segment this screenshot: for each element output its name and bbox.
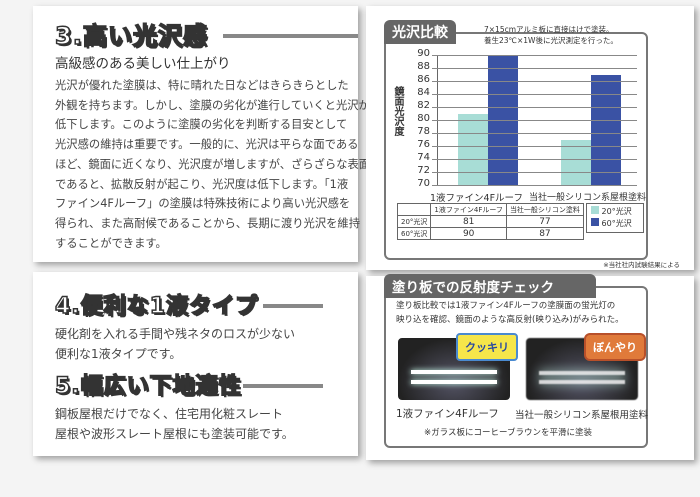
- body-line: ファイン4Fルーフ」の塗膜は特殊技術により高い光沢感を: [55, 197, 351, 211]
- y-tick-label: 82: [417, 100, 430, 111]
- y-tick-label: 78: [417, 126, 430, 137]
- body-line: 屋根や波形スレート屋根にも塗装可能です。: [55, 427, 294, 441]
- y-tick-label: 80: [417, 113, 430, 124]
- gloss-note-line: 養生23℃×1W後に光沢測定を行った。: [484, 36, 618, 45]
- gloss-note-line: 7×15cmアルミ板に直接はけで塗装。: [484, 25, 614, 34]
- section4-title: 4.便利な1液タイプ: [54, 293, 258, 320]
- reflect-desc-line: 映り込を確認、鏡面のような高反射(映り込み)がみられた。: [396, 315, 624, 325]
- section5-body: 鋼板屋根だけでなく、住宅用化粧スレート 屋根や波形スレート屋根にも塗装可能です。: [55, 404, 294, 444]
- y-tick-label: 74: [417, 152, 430, 163]
- gridline: [432, 55, 637, 56]
- body-line: 光沢感の維持は重要です。一般的に、光沢は平らな面である: [55, 138, 359, 152]
- gridline: [432, 68, 637, 69]
- body-line: であると、拡散反射が起こり、光沢度は低下します。「1液: [55, 177, 349, 191]
- section3-rule: [223, 34, 358, 38]
- reflect-desc: 塗り板比較では1液ファイン4Fルーフの塗膜面の蛍光灯の 映り込を確認、鏡面のよう…: [396, 299, 624, 327]
- section4-body: 硬化剤を入れる手間や残ネタのロスが少ない 便利な1液タイプです。: [55, 324, 295, 364]
- gloss-card: 光沢比較 7×15cmアルミ板に直接はけで塗装。 養生23℃×1W後に光沢測定を…: [366, 6, 694, 270]
- gridline: [432, 159, 637, 160]
- reflect-tab: 塗り板での反射度チェック: [384, 274, 596, 298]
- table-cell: 1液ファイン4Fルーフ: [430, 203, 507, 216]
- caption-fine4f: 1液ファイン4Fルーフ: [396, 408, 499, 420]
- gridline: [432, 107, 637, 108]
- table-cell: 87: [505, 227, 584, 240]
- section3-card: 3.高い光沢感 高級感のある美しい仕上がり 光沢が優れた塗膜は、特に晴れた日など…: [33, 6, 370, 262]
- reflect-note: ※ガラス板にコーヒーブラウンを平滑に塗装: [424, 428, 592, 438]
- gridline: [432, 185, 637, 186]
- section45-card: 4.便利な1液タイプ 硬化剤を入れる手間や残ネタのロスが少ない 便利な1液タイプで…: [33, 272, 358, 456]
- gridline: [432, 94, 637, 95]
- table-cell: 20°光沢: [396, 215, 432, 228]
- badge-blurry: ぼんやり: [584, 333, 646, 361]
- section3-subtitle: 高級感のある美しい仕上がり: [55, 56, 231, 72]
- table-cell: 77: [505, 215, 584, 228]
- table-cell: 81: [430, 215, 507, 228]
- gridline: [432, 120, 637, 121]
- reflect-card: 塗り板での反射度チェック 塗り板比較では1液ファイン4Fルーフの塗膜面の蛍光灯の…: [366, 274, 694, 460]
- section4-rule: [263, 304, 323, 308]
- category-label: 当社一般シリコン系屋根塗料: [528, 193, 646, 203]
- bar-60-1: [591, 74, 621, 185]
- y-tick-label: 84: [417, 87, 430, 98]
- y-tick-label: 76: [417, 139, 430, 150]
- table-cell: 当社一般シリコン塗料: [505, 203, 584, 216]
- y-tick-label: 88: [417, 61, 430, 72]
- bar-20-1: [561, 139, 591, 185]
- body-line: 便利な1液タイプです。: [55, 347, 182, 361]
- gridline: [432, 172, 637, 173]
- reflect-desc-line: 塗り板比較では1液ファイン4Fルーフの塗膜面の蛍光灯の: [396, 301, 616, 311]
- y-tick-label: 72: [417, 165, 430, 176]
- section5-rule: [243, 384, 323, 388]
- body-line: 鋼板屋根だけでなく、住宅用化粧スレート: [55, 407, 284, 421]
- body-line: 低下します。このように塗膜の劣化を判断する目安として: [55, 118, 348, 132]
- body-line: ほど、鏡面に近くなり、光沢度が増しますが、ざらざらな表面: [55, 157, 371, 171]
- legend: 20°光沢 60°光沢: [586, 203, 644, 233]
- body-line: 外観を持ちます。しかし、塗膜の劣化が進行していくと光沢が: [55, 98, 370, 112]
- table-row: 1液ファイン4Fルーフ 当社一般シリコン塗料: [396, 203, 584, 216]
- y-tick-label: 70: [417, 178, 430, 189]
- category-label: 1液ファイン4Fルーフ: [430, 193, 523, 204]
- table-row: 20°光沢 81 77: [396, 215, 584, 228]
- table-cell: [396, 203, 432, 216]
- table-row: 60°光沢 90 87: [396, 227, 584, 240]
- badge-clear: クッキリ: [456, 333, 518, 361]
- y-tick-label: 86: [417, 74, 430, 85]
- gridline: [432, 146, 637, 147]
- gloss-tab: 光沢比較: [384, 20, 456, 44]
- gridline: [432, 133, 637, 134]
- bar-20-0: [458, 113, 488, 185]
- body-line: 硬化剤を入れる手間や残ネタのロスが少ない: [55, 327, 296, 341]
- gloss-note: 7×15cmアルミ板に直接はけで塗装。 養生23℃×1W後に光沢測定を行った。: [484, 24, 618, 46]
- gloss-footnote: ※当社社内試験結果による: [603, 261, 680, 269]
- table-cell: 90: [430, 227, 507, 240]
- caption-silicone: 当社一般シリコン系屋根用塗料: [514, 410, 648, 421]
- section3-title: 3.高い光沢感: [54, 21, 208, 51]
- body-line: することができます。: [55, 236, 167, 250]
- gloss-table: 1液ファイン4Fルーフ 当社一般シリコン塗料 20°光沢 81 77 60°光沢 90 87: [396, 203, 584, 240]
- legend-item: 20°光沢: [591, 206, 639, 218]
- y-axis-label: 鏡面光沢度: [392, 86, 403, 136]
- section5-title: 5.幅広い下地適性: [54, 373, 242, 400]
- body-line: 光沢が優れた塗膜は、特に晴れた日などはきらきらとした: [55, 79, 349, 92]
- gridline: [432, 81, 637, 82]
- body-line: 得られ、また高耐候であることから、長期に渡り光沢を維持: [55, 216, 361, 230]
- legend-item: 60°光沢: [591, 218, 639, 230]
- table-cell: 60°光沢: [396, 227, 432, 240]
- section3-body: 光沢が優れた塗膜は、特に晴れた日などはきらきらとした外観を持ちます。しかし、塗膜…: [55, 76, 370, 253]
- y-tick-label: 90: [417, 48, 430, 59]
